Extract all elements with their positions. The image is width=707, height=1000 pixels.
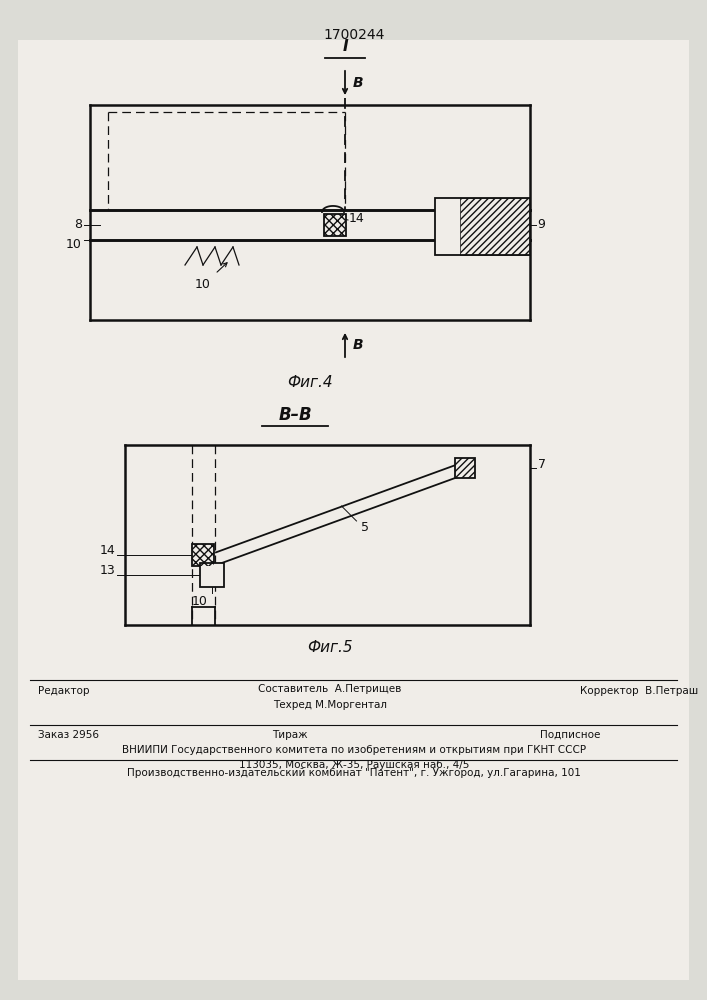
Bar [200, 563, 224, 587]
Text: B–B: B–B [278, 406, 312, 424]
Text: Заказ 2956: Заказ 2956 [38, 730, 99, 740]
Text: 14: 14 [99, 544, 115, 558]
Text: 10: 10 [195, 278, 211, 291]
Bar [192, 544, 214, 566]
Text: Подписное: Подписное [540, 730, 600, 740]
Text: Редактор: Редактор [38, 686, 90, 696]
Text: 10: 10 [66, 238, 82, 251]
Text: 113035, Москва, Ж-35, Раушская наб., 4/5: 113035, Москва, Ж-35, Раушская наб., 4/5 [239, 760, 469, 770]
Text: ВНИИПИ Государственного комитета по изобретениям и открытиям при ГКНТ СССР: ВНИИПИ Государственного комитета по изоб… [122, 745, 586, 755]
Bar [192, 544, 214, 566]
Bar [324, 214, 346, 236]
Bar [460, 198, 530, 255]
Text: I: I [342, 39, 348, 54]
Text: 9: 9 [537, 219, 545, 232]
Text: 1700244: 1700244 [323, 28, 385, 42]
Text: Составитель  А.Петрищев: Составитель А.Петрищев [258, 684, 402, 694]
Text: 13: 13 [99, 564, 115, 578]
Text: 14: 14 [349, 212, 365, 225]
Bar [455, 458, 475, 478]
Text: B: B [353, 76, 363, 90]
Text: Производственно-издательский комбинат "Патент", г. Ужгород, ул.Гагарина, 101: Производственно-издательский комбинат "П… [127, 768, 581, 778]
Text: Фиг.5: Фиг.5 [307, 640, 353, 655]
Text: Корректор  В.Петраш: Корректор В.Петраш [580, 686, 699, 696]
Bar [435, 198, 530, 255]
Text: 5: 5 [361, 521, 370, 534]
Bar [324, 214, 346, 236]
Text: Техред М.Моргентал: Техред М.Моргентал [273, 700, 387, 710]
Text: B: B [353, 338, 363, 352]
Text: Тираж: Тираж [272, 730, 308, 740]
Text: 8: 8 [74, 219, 82, 232]
Text: 7: 7 [538, 458, 546, 471]
Bar [455, 458, 475, 478]
Text: 10: 10 [192, 595, 208, 608]
Text: Фиг.4: Фиг.4 [287, 375, 333, 390]
